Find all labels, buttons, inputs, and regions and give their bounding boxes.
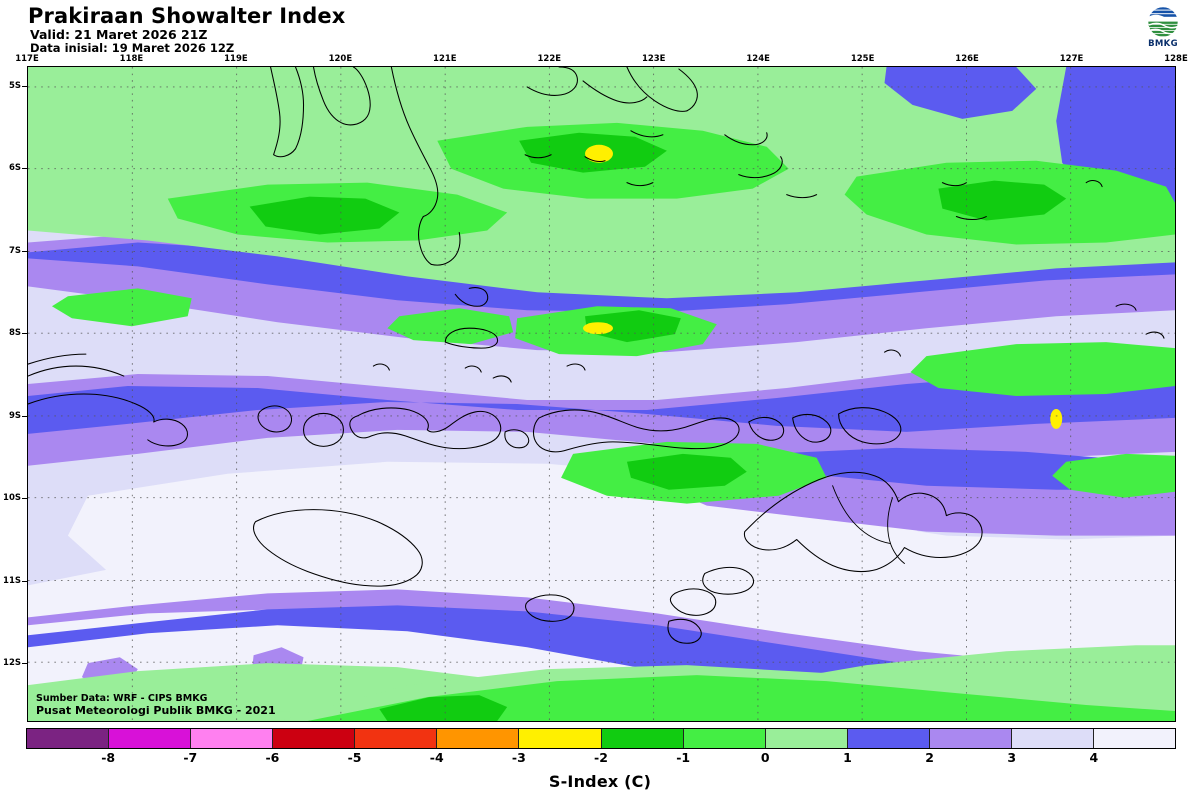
valid-time-label: Valid: 21 Maret 2026 21Z xyxy=(30,27,208,42)
initial-data-label: Data inisial: 19 Maret 2026 12Z xyxy=(30,41,235,55)
lat-tick-label: 7S xyxy=(8,246,21,256)
colorbar-tick-label: -4 xyxy=(429,750,444,765)
colorbar-tick-label: 0 xyxy=(760,750,770,765)
colorbar-tick-label: -8 xyxy=(101,750,116,765)
source-line: Sumber Data: WRF - CIPS BMKG xyxy=(36,693,208,704)
lat-tick-label: 5S xyxy=(8,81,21,91)
publisher-line: Pusat Meteorologi Publik BMKG - 2021 xyxy=(36,703,276,717)
bmkg-logo-caption: BMKG xyxy=(1148,39,1178,49)
colorbar-swatch[interactable] xyxy=(191,729,274,748)
colorbar-tick-label: 2 xyxy=(925,750,934,765)
colorbar-swatch[interactable] xyxy=(683,729,766,748)
colorbar-tick-label: -7 xyxy=(183,750,198,765)
colorbar-tick-label: 1 xyxy=(843,750,852,765)
lon-tick-label: 125E xyxy=(850,54,875,64)
bmkg-logo: BMKG xyxy=(1140,6,1186,52)
graticule xyxy=(28,67,1175,721)
lat-tick-label: 9S xyxy=(8,411,21,421)
coastlines xyxy=(28,67,1165,644)
lat-tick-mark xyxy=(22,333,27,334)
lon-tick-label: 119E xyxy=(224,54,248,64)
credits: Sumber Data: WRF - CIPS BMKG Pusat Meteo… xyxy=(36,693,276,718)
colorbar-tick-label: -3 xyxy=(511,750,526,765)
lat-tick-mark xyxy=(22,581,27,582)
header: Prakiraan Showalter Index Valid: 21 Mare… xyxy=(0,0,1200,55)
lon-tick-label: 126E xyxy=(955,54,979,64)
page-title: Prakiraan Showalter Index xyxy=(28,4,346,28)
lon-tick-label: 127E xyxy=(1059,54,1084,64)
bmkg-globe-icon xyxy=(1147,6,1179,38)
lat-tick-mark xyxy=(22,416,27,417)
colorbar-tick-label: 3 xyxy=(1007,750,1017,765)
colorbar-swatch[interactable] xyxy=(847,729,930,748)
lon-tick-label: 122E xyxy=(537,54,562,64)
lat-tick-label: 10S xyxy=(3,493,21,503)
contour-field xyxy=(28,67,1175,721)
lon-tick-label: 117E xyxy=(15,54,39,64)
colorbar-swatch[interactable] xyxy=(355,729,438,748)
lat-tick-mark xyxy=(22,663,27,664)
lon-tick-label: 118E xyxy=(119,54,144,64)
colorbar[interactable] xyxy=(26,728,1176,749)
colorbar-tick-label: -2 xyxy=(594,750,608,765)
lat-tick-mark xyxy=(22,168,27,169)
colorbar-tick-label: -1 xyxy=(676,750,691,765)
colorbar-tick-label: -5 xyxy=(347,750,362,765)
lat-tick-label: 6S xyxy=(8,163,21,173)
lat-tick-mark xyxy=(22,251,27,252)
lon-tick-label: 120E xyxy=(328,54,353,64)
colorbar-tick-label: 4 xyxy=(1089,750,1099,765)
colorbar-tick-label: -6 xyxy=(265,750,280,765)
colorbar-swatch[interactable] xyxy=(519,729,602,748)
lat-tick-mark xyxy=(22,498,27,499)
colorbar-swatch[interactable] xyxy=(929,729,1012,748)
lon-tick-label: 121E xyxy=(433,54,457,64)
colorbar-swatch[interactable] xyxy=(109,729,192,748)
colorbar-swatch[interactable] xyxy=(273,729,356,748)
colorbar-swatch[interactable] xyxy=(1094,729,1176,748)
lon-tick-label: 128E xyxy=(1164,54,1188,64)
lat-tick-label: 8S xyxy=(8,328,21,338)
lat-tick-mark xyxy=(22,86,27,87)
colorbar-swatch[interactable] xyxy=(765,729,848,748)
lon-tick-label: 124E xyxy=(746,54,770,64)
colorbar-swatch[interactable] xyxy=(601,729,684,748)
colorbar-swatch[interactable] xyxy=(1011,729,1095,748)
colorbar-title: S-Index (C) xyxy=(548,772,652,791)
lon-tick-label: 123E xyxy=(641,54,666,64)
lat-tick-label: 12S xyxy=(3,658,21,668)
map-canvas[interactable] xyxy=(27,66,1176,722)
colorbar-swatch[interactable] xyxy=(437,729,520,748)
colorbar-swatch[interactable] xyxy=(27,729,110,748)
lat-tick-label: 11S xyxy=(3,576,21,586)
